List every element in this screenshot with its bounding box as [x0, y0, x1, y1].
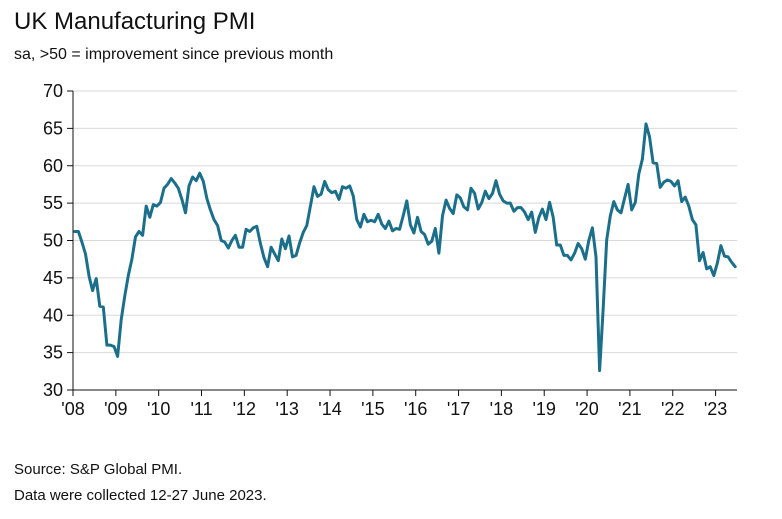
- x-tick-label: '15: [361, 399, 384, 419]
- x-tick-label: '14: [318, 399, 341, 419]
- x-tick-label: '22: [661, 399, 684, 419]
- axes: [67, 90, 737, 396]
- tick-labels: 30 35 40 45 50 55 60 65 70 '08 '09 '10 '11 '12 '13 '14 '…: [43, 81, 727, 419]
- x-tick-label: '20: [575, 399, 598, 419]
- x-tick-label: '19: [532, 399, 555, 419]
- series-line-pmi: [73, 122, 737, 373]
- y-tick-label: 45: [43, 268, 63, 288]
- y-tick-label: 40: [43, 305, 63, 325]
- x-tick-label: '12: [233, 399, 256, 419]
- series-layer: [73, 122, 737, 373]
- x-tick-label: '10: [147, 399, 170, 419]
- y-tick-label: 60: [43, 156, 63, 176]
- x-tick-label: '18: [490, 399, 513, 419]
- x-tick-label: '21: [618, 399, 641, 419]
- x-tick-label: '16: [404, 399, 427, 419]
- x-tick-label: '23: [704, 399, 727, 419]
- pmi-line-chart: 30 35 40 45 50 55 60 65 70 '08 '09 '10 '11 '12 '13 '14 '…: [43, 81, 737, 419]
- y-tick-label: 30: [43, 380, 63, 400]
- x-tick-label: '13: [275, 399, 298, 419]
- gridlines: [73, 90, 737, 354]
- collection-note: Data were collected 12-27 June 2023.: [14, 487, 267, 504]
- chart-subtitle: sa, >50 = improvement since previous mon…: [14, 46, 334, 63]
- x-tick-label: '11: [190, 399, 212, 419]
- x-tick-label: '17: [447, 399, 470, 419]
- y-tick-label: 70: [43, 81, 63, 101]
- x-tick-label: '09: [104, 399, 127, 419]
- y-tick-label: 55: [43, 193, 63, 213]
- chart-title: UK Manufacturing PMI: [14, 8, 256, 35]
- y-tick-label: 35: [43, 343, 63, 363]
- source-note: Source: S&P Global PMI.: [14, 461, 183, 478]
- y-tick-label: 65: [43, 118, 63, 138]
- x-tick-label: '08: [61, 399, 84, 419]
- y-tick-label: 50: [43, 231, 63, 251]
